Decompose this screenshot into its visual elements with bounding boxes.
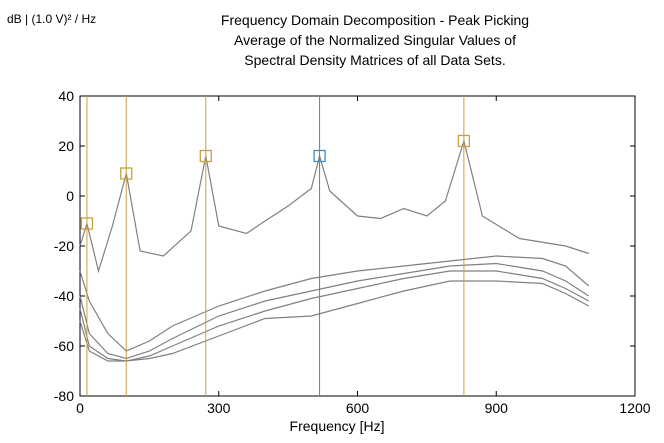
chart-title-line-1: Frequency Domain Decomposition - Peak Pi… [220, 12, 530, 28]
series-layer [79, 138, 590, 362]
peak-marker-square-1[interactable] [80, 217, 94, 230]
singular-value-curve-3 [79, 262, 590, 360]
y-tick-label: -20 [54, 238, 74, 254]
peak-marker-square-3[interactable] [199, 149, 212, 163]
plot-area-frame [79, 95, 636, 397]
y-tick-label: 0 [66, 188, 74, 204]
y-tick-label: 40 [58, 88, 74, 104]
x-tick-label: 300 [207, 400, 231, 416]
x-tick-label: 1200 [619, 400, 650, 416]
x-axis-label: Frequency [Hz] [289, 418, 385, 434]
chart-title-line-2: Average of the Normalized Singular Value… [234, 32, 516, 48]
x-tick-label: 600 [346, 400, 370, 416]
x-tick-label: 900 [485, 400, 509, 416]
peak-marker-square-2[interactable] [120, 167, 133, 180]
y-tick-label: -80 [54, 388, 74, 404]
peak-layer [80, 96, 471, 396]
chart-title: Frequency Domain Decomposition - Peak Pi… [160, 10, 590, 70]
y-axis-unit-label: dB | (1.0 V)² / Hz [7, 12, 97, 26]
x-tick-label: 0 [76, 400, 84, 416]
singular-value-curve-5 [79, 280, 590, 362]
singular-value-curve-2 [79, 255, 590, 352]
y-tick-label: -40 [54, 288, 74, 304]
y-tick-label: 20 [58, 138, 74, 154]
tick-layer: 0 300 600 900 1200 -80 -60 -40 -20 0 20 40 [54, 88, 651, 416]
peak-marker-square-4[interactable] [313, 149, 326, 163]
chart-title-line-3: Spectral Density Matrices of all Data Se… [244, 52, 506, 68]
singular-value-curve-1 [79, 138, 589, 274]
singular-value-curve-4 [79, 270, 590, 362]
y-tick-label: -60 [54, 338, 74, 354]
peak-marker-square-5[interactable] [457, 134, 471, 148]
